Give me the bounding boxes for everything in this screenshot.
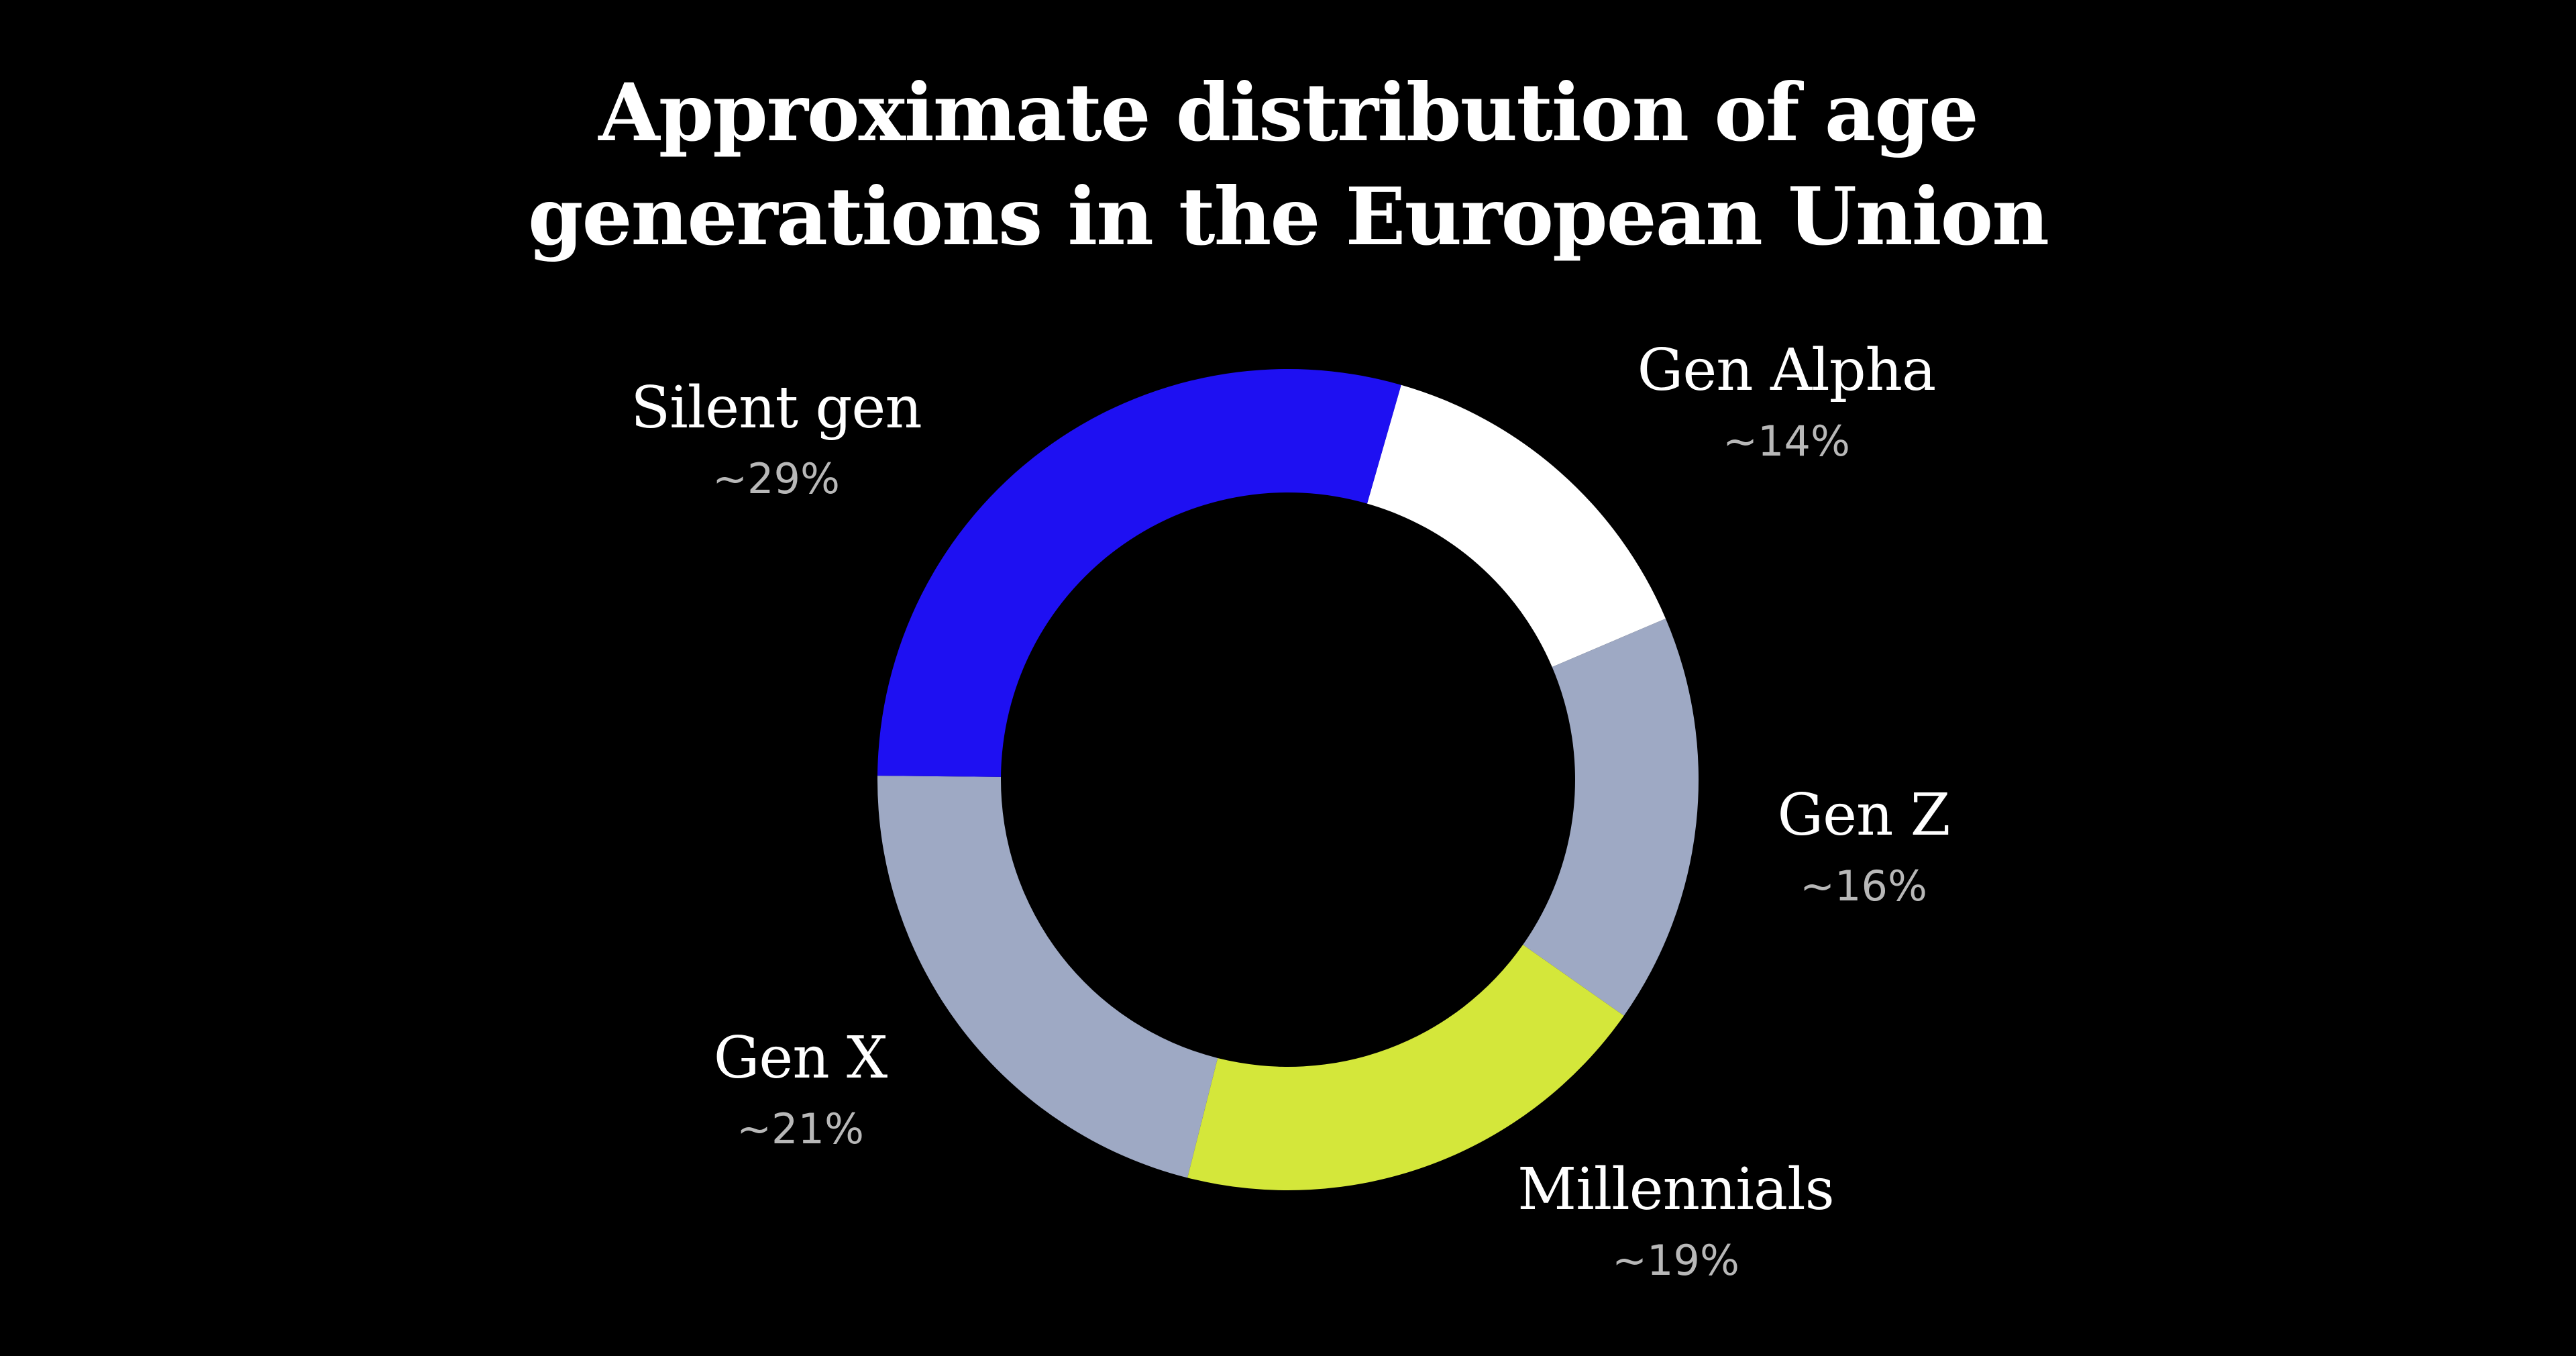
slice-name-silent-gen: Silent gen <box>631 374 922 441</box>
slice-name-gen-alpha: Gen Alpha <box>1637 337 1937 404</box>
slice-name-gen-z: Gen Z <box>1777 782 1950 849</box>
donut-slice-gen-x <box>877 776 1218 1178</box>
donut-slice-gen-alpha <box>1366 384 1666 668</box>
label-gen-alpha: Gen Alpha ~14% <box>1552 333 2021 472</box>
label-gen-x: Gen X ~21% <box>566 1021 1035 1159</box>
label-gen-z: Gen Z ~16% <box>1629 778 2098 917</box>
chart-title-line-2: generations in the European Union <box>527 170 2049 263</box>
slice-value-gen-z: ~16% <box>1800 862 1927 910</box>
donut-slice-silent-gen <box>877 369 1401 777</box>
donut-slice-millennials <box>1187 945 1624 1191</box>
slice-value-gen-alpha: ~14% <box>1723 417 1850 466</box>
slice-value-silent-gen: ~29% <box>712 454 840 503</box>
label-millennials: Millennials ~19% <box>1441 1153 1911 1291</box>
slice-value-millennials: ~19% <box>1612 1236 1739 1285</box>
donut-slice-gen-z <box>1523 618 1699 1016</box>
slice-name-millennials: Millennials <box>1517 1156 1835 1223</box>
chart-title-line-1: Approximate distribution of age <box>598 66 1979 159</box>
label-silent-gen: Silent gen ~29% <box>541 371 1011 509</box>
slice-name-gen-x: Gen X <box>713 1025 888 1092</box>
slice-value-gen-x: ~21% <box>737 1104 864 1153</box>
